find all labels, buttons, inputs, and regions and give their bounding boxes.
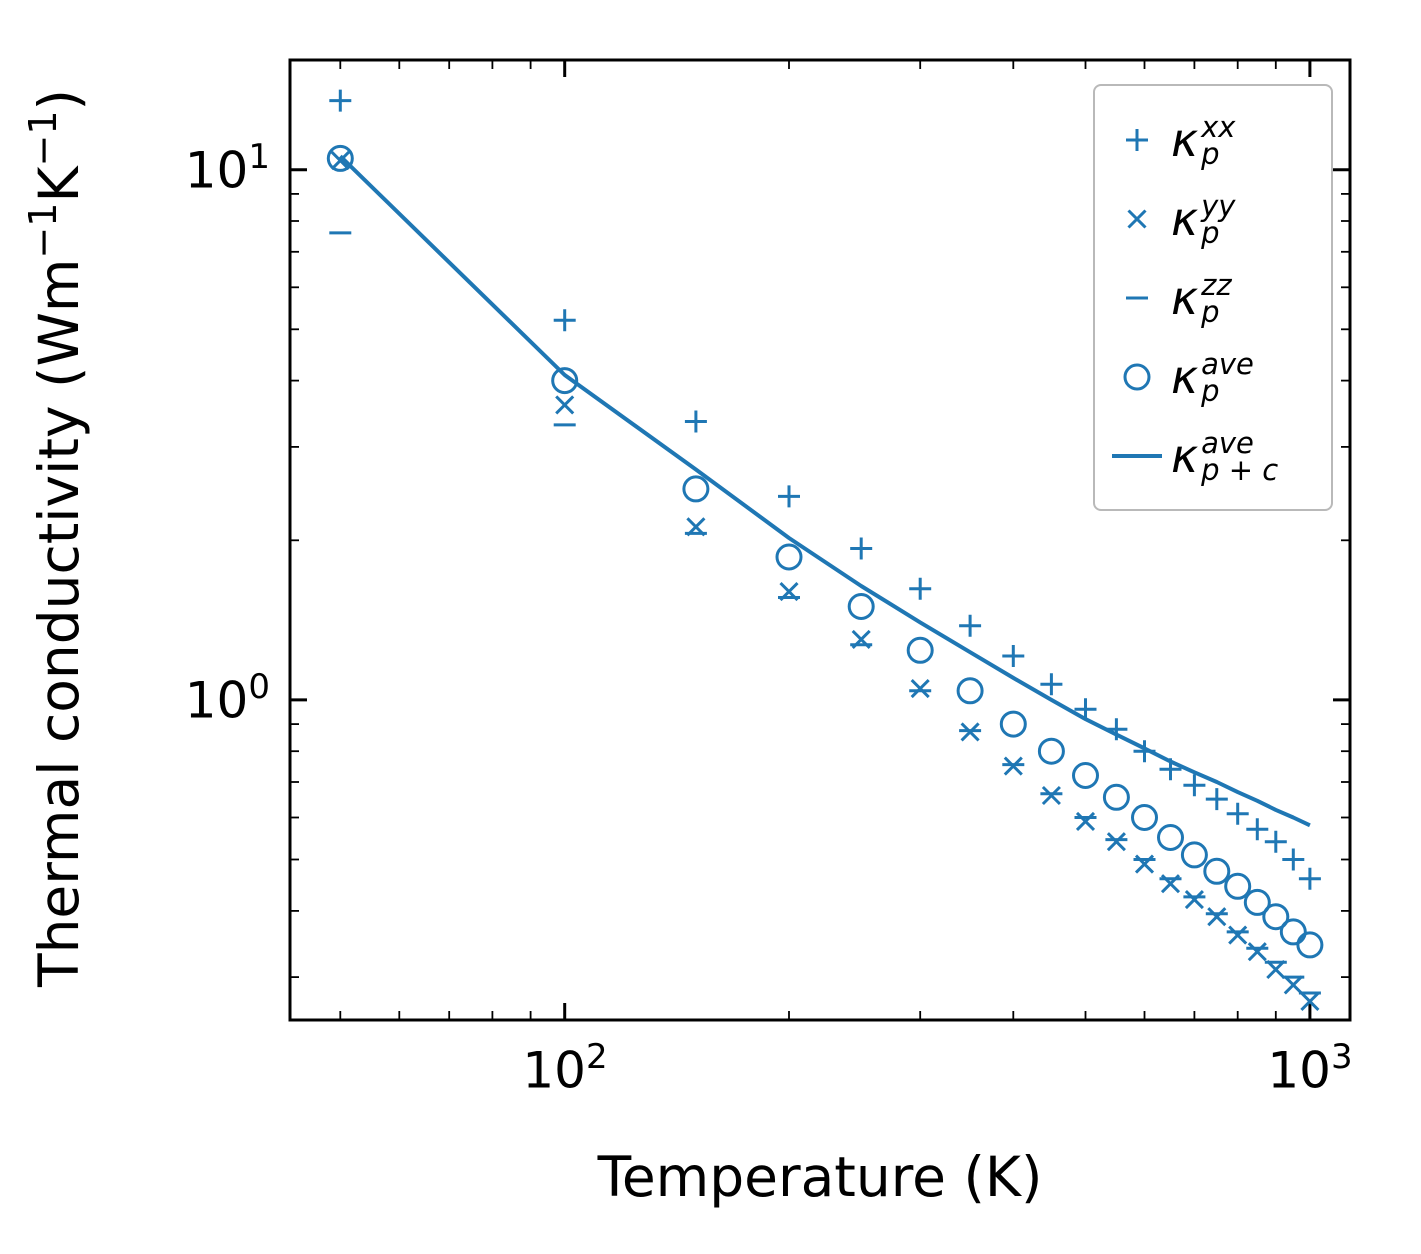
legend-item-kappa-p-plus-c-ave: κ ave p + c (1109, 416, 1325, 495)
plus-marker-icon (1126, 128, 1148, 151)
x-tick-label-10-2: 102 (522, 1037, 608, 1100)
legend: κ xx p κ yy p κ zz p (1093, 84, 1333, 511)
legend-label: κ zz p (1171, 267, 1232, 329)
legend-item-kappa-p-yy: κ yy p (1109, 179, 1325, 258)
circle-marker-icon (1123, 363, 1151, 390)
x-tick-label-10-3: 103 (1267, 1037, 1353, 1100)
line-marker-icon (1112, 453, 1162, 458)
legend-label: κ ave p + c (1171, 425, 1279, 487)
legend-item-kappa-p-ave: κ ave p (1109, 337, 1325, 416)
cross-marker-icon (1127, 208, 1147, 229)
legend-item-kappa-p-xx: κ xx p (1109, 100, 1325, 179)
y-axis-label: Thermal conductivity (Wm−1K−1) (20, 88, 92, 988)
x-axis-label: Temperature (K) (597, 1145, 1043, 1209)
legend-label: κ yy p (1171, 188, 1236, 250)
hline-marker-icon (1126, 296, 1148, 299)
y-tick-label-10-0: 100 (184, 667, 270, 730)
legend-label: κ xx p (1171, 109, 1236, 171)
legend-label: κ ave p (1171, 346, 1254, 408)
legend-item-kappa-p-zz: κ zz p (1109, 258, 1325, 337)
y-tick-label-10-1: 101 (184, 137, 270, 200)
